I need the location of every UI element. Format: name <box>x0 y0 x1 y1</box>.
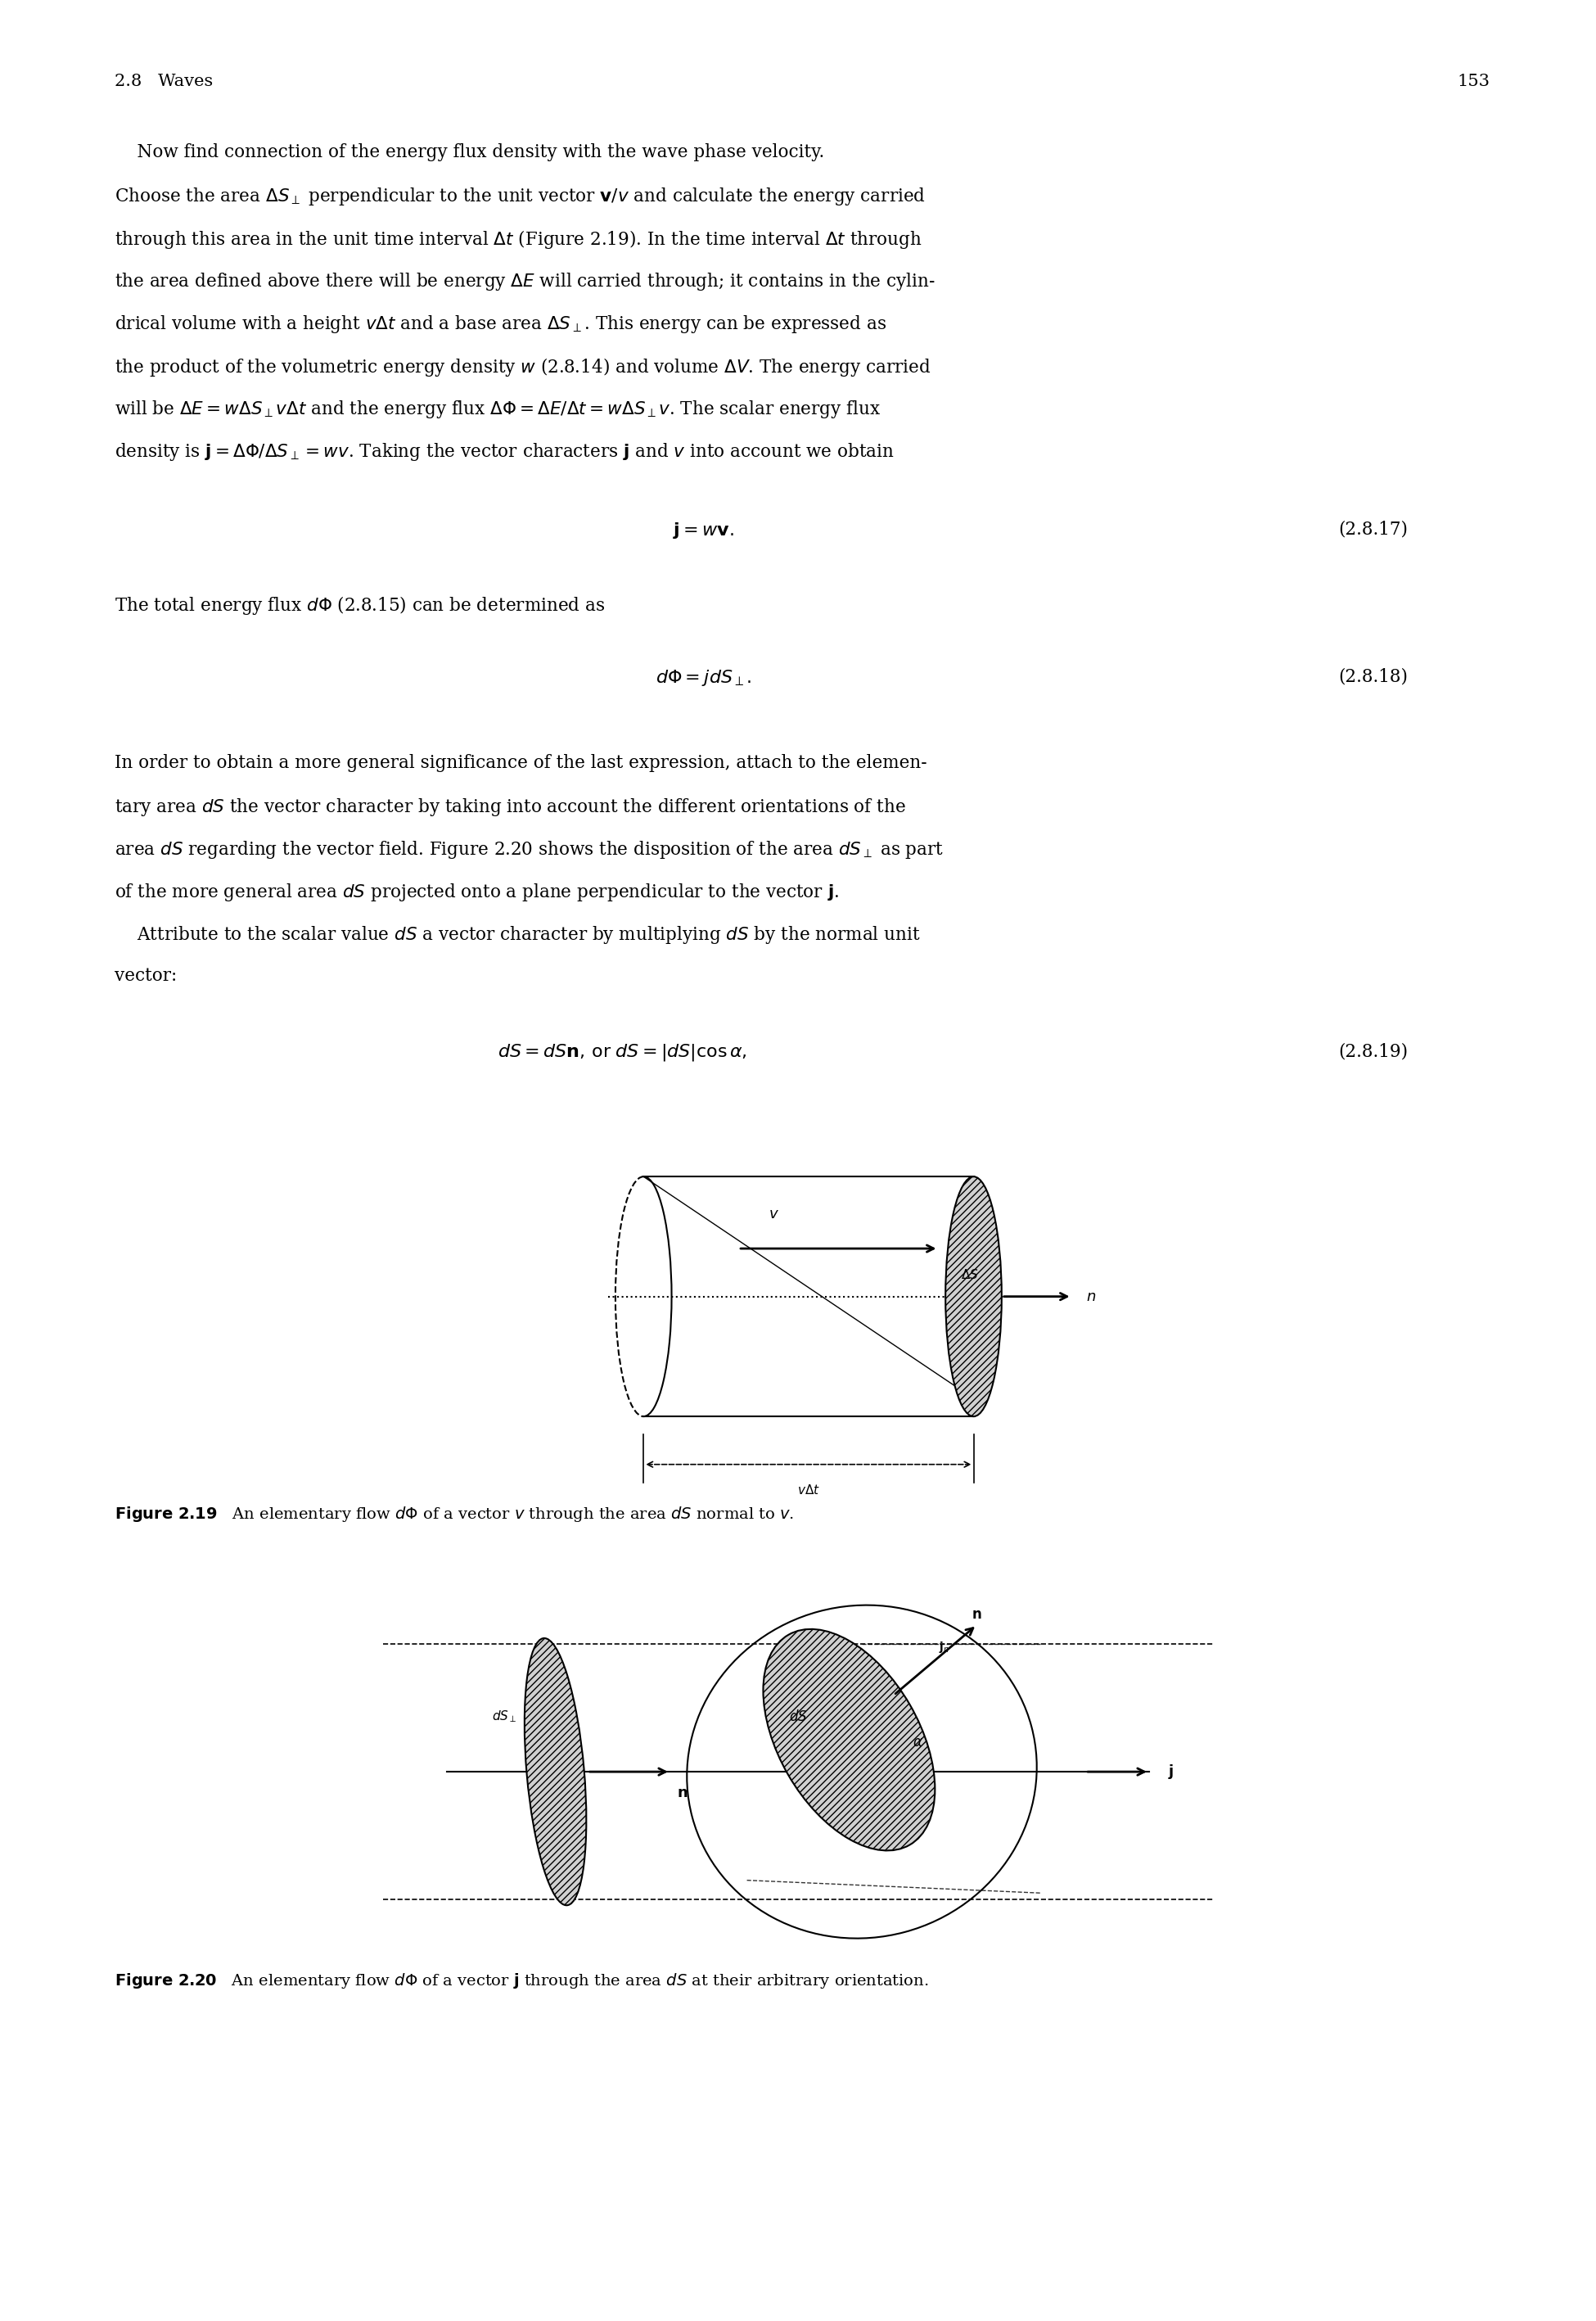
Text: $\mathbf{n}$: $\mathbf{n}$ <box>677 1785 688 1801</box>
Text: (2.8.17): (2.8.17) <box>1337 520 1408 538</box>
Text: In order to obtain a more general significance of the last expression, attach to: In order to obtain a more general signif… <box>115 754 927 773</box>
Ellipse shape <box>525 1639 586 1906</box>
Text: $v$: $v$ <box>768 1207 779 1221</box>
Text: drical volume with a height $v\Delta t$ and a base area $\Delta S_\perp$. This e: drical volume with a height $v\Delta t$ … <box>115 313 886 334</box>
Text: the area defined above there will be energy $\Delta E$ will carried through; it : the area defined above there will be ene… <box>115 272 935 292</box>
Ellipse shape <box>945 1177 1002 1416</box>
Text: area $dS$ regarding the vector field. Figure 2.20 shows the disposition of the a: area $dS$ regarding the vector field. Fi… <box>115 840 943 861</box>
Text: The total energy flux $d\Phi$ (2.8.15) can be determined as: The total energy flux $d\Phi$ (2.8.15) c… <box>115 594 605 617</box>
Text: the product of the volumetric energy density $w$ (2.8.14) and volume $\Delta V$.: the product of the volumetric energy den… <box>115 355 930 378</box>
Text: 153: 153 <box>1457 74 1489 88</box>
Text: tary area $dS$ the vector character by taking into account the different orienta: tary area $dS$ the vector character by t… <box>115 796 907 817</box>
Text: $dS_\perp$: $dS_\perp$ <box>492 1708 517 1725</box>
Text: $\mathbf{Figure\ 2.19}$   An elementary flow $d\Phi$ of a vector $v$ through the: $\mathbf{Figure\ 2.19}$ An elementary fl… <box>115 1504 795 1523</box>
Text: vector:: vector: <box>115 968 177 984</box>
Text: $\mathbf{j} = w\mathbf{v}.$: $\mathbf{j} = w\mathbf{v}.$ <box>674 520 734 541</box>
Text: 2.8   Waves: 2.8 Waves <box>115 74 212 88</box>
Text: Choose the area $\Delta S_\perp$ perpendicular to the unit vector $\mathbf{v}/v$: Choose the area $\Delta S_\perp$ perpend… <box>115 186 926 207</box>
Text: $\mathbf{j}_n$: $\mathbf{j}_n$ <box>938 1641 950 1655</box>
Text: $dS = dS\mathbf{n},\,\mathrm{or}\;dS = |dS|\cos\alpha,$: $dS = dS\mathbf{n},\,\mathrm{or}\;dS = |… <box>498 1042 747 1063</box>
Text: of the more general area $dS$ projected onto a plane perpendicular to the vector: of the more general area $dS$ projected … <box>115 882 839 903</box>
Text: density is $\mathbf{j} = \Delta\Phi/\Delta S_\perp = wv$. Taking the vector char: density is $\mathbf{j} = \Delta\Phi/\Del… <box>115 441 894 462</box>
Text: $v\Delta t$: $v\Delta t$ <box>796 1483 820 1497</box>
Text: Attribute to the scalar value $dS$ a vector character by multiplying $dS$ by the: Attribute to the scalar value $dS$ a vec… <box>115 924 921 945</box>
Text: Now find connection of the energy flux density with the wave phase velocity.: Now find connection of the energy flux d… <box>115 144 825 160</box>
Text: (2.8.18): (2.8.18) <box>1337 668 1408 687</box>
Text: $d\Phi = jdS_\perp.$: $d\Phi = jdS_\perp.$ <box>656 668 752 687</box>
Ellipse shape <box>763 1629 935 1850</box>
Text: $n$: $n$ <box>1085 1288 1096 1304</box>
Text: through this area in the unit time interval $\Delta t$ (Figure 2.19). In the tim: through this area in the unit time inter… <box>115 227 922 251</box>
Text: will be $\Delta E = w\Delta S_\perp v\Delta t$ and the energy flux $\Delta\Phi =: will be $\Delta E = w\Delta S_\perp v\De… <box>115 399 881 420</box>
Text: (2.8.19): (2.8.19) <box>1337 1042 1408 1061</box>
Text: $dS$: $dS$ <box>788 1708 808 1725</box>
Text: $\mathbf{Figure\ 2.20}$   An elementary flow $d\Phi$ of a vector $\mathbf{j}$ th: $\mathbf{Figure\ 2.20}$ An elementary fl… <box>115 1971 929 1989</box>
Text: $\mathbf{j}$: $\mathbf{j}$ <box>1168 1762 1175 1780</box>
Text: $\alpha$: $\alpha$ <box>913 1736 924 1750</box>
Text: $\Delta S$: $\Delta S$ <box>961 1267 978 1281</box>
Text: $\mathbf{n}$: $\mathbf{n}$ <box>972 1608 982 1622</box>
